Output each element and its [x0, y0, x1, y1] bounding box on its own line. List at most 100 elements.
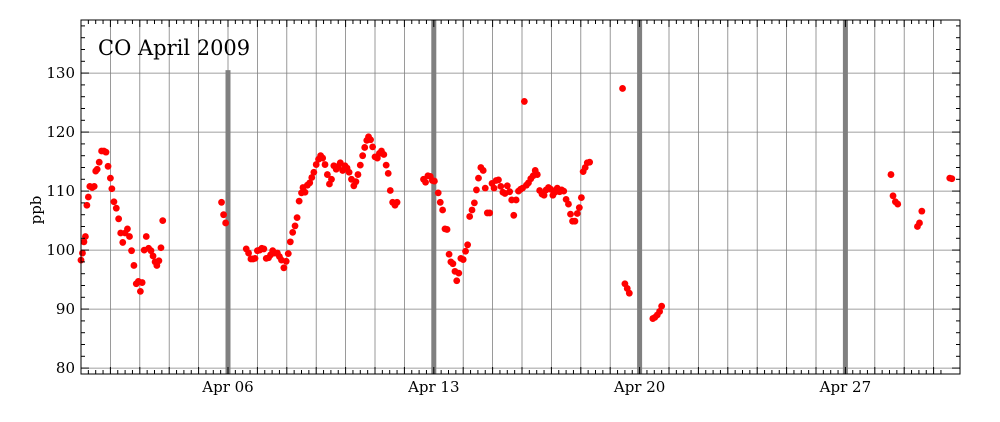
data-point [619, 85, 626, 92]
data-point [473, 186, 480, 194]
data-point [295, 197, 303, 205]
gap-bar [842, 20, 848, 374]
data-point [577, 194, 585, 201]
data-point [565, 200, 572, 208]
data-point [459, 256, 467, 263]
data-point [470, 199, 478, 207]
data-point [918, 207, 926, 215]
data-point [245, 249, 252, 257]
data-point [571, 217, 579, 225]
data-point [155, 257, 163, 265]
data-point [95, 158, 103, 166]
data-point [586, 158, 594, 166]
y-tick-label: 110 [46, 182, 75, 200]
data-point [567, 210, 574, 218]
data-point [321, 161, 329, 168]
data-point [486, 209, 494, 217]
data-point [80, 238, 88, 246]
data-point [119, 239, 127, 246]
data-point [422, 178, 429, 186]
data-point [286, 238, 294, 246]
data-point [323, 171, 331, 178]
y-tick-label: 100 [46, 241, 75, 259]
data-point [251, 254, 259, 262]
data-point [466, 213, 474, 220]
data-point [115, 215, 123, 223]
data-point [352, 178, 360, 186]
data-point [260, 245, 268, 253]
data-point [319, 154, 327, 162]
data-point [359, 152, 367, 160]
data-point [495, 176, 502, 184]
data-point [889, 192, 897, 200]
data-point [356, 161, 364, 169]
data-point [382, 161, 390, 169]
data-point [393, 198, 401, 206]
data-point [453, 277, 461, 285]
data-point [291, 222, 299, 230]
data-point [481, 184, 489, 192]
data-point [136, 288, 144, 295]
data-point [475, 174, 482, 182]
data-point [380, 151, 388, 158]
data-point [284, 250, 292, 258]
data-point [108, 185, 116, 193]
y-axis-label: ppb [27, 196, 45, 225]
data-point [367, 136, 374, 144]
data-point [102, 148, 110, 156]
data-point [128, 247, 135, 255]
data-point [533, 171, 541, 178]
chart-title: CO April 2009 [98, 36, 250, 60]
data-point [436, 198, 444, 206]
gap-bar [431, 20, 437, 374]
data-point [462, 247, 469, 255]
data-point [573, 210, 581, 217]
data-point [293, 214, 301, 222]
data-point [520, 98, 528, 105]
data-point [93, 165, 101, 173]
x-tick-label: Apr 13 [407, 378, 459, 396]
data-point [107, 174, 114, 182]
data-point [430, 177, 438, 185]
data-point [124, 225, 131, 233]
gap-bar [637, 20, 643, 374]
data-point [512, 196, 520, 204]
data-point [464, 241, 472, 249]
data-point [625, 289, 633, 297]
data-point [84, 193, 92, 201]
data-point [220, 211, 227, 219]
data-point [455, 269, 463, 277]
data-point [439, 206, 447, 214]
data-point [142, 233, 150, 240]
data-point [147, 247, 155, 255]
data-point [490, 184, 498, 192]
data-point [112, 204, 120, 212]
data-point [159, 217, 167, 225]
y-tick-label: 130 [46, 64, 75, 82]
grid-layer [80, 20, 960, 374]
data-point [157, 244, 165, 252]
data-point [510, 211, 518, 219]
data-point [386, 187, 394, 194]
data-point [289, 229, 297, 236]
data-point [130, 262, 138, 269]
y-tick-label: 120 [46, 123, 75, 141]
data-point [560, 187, 568, 195]
data-point [308, 174, 316, 181]
y-tick-label: 90 [56, 300, 75, 318]
data-point [384, 170, 392, 177]
plot-frame [80, 19, 961, 375]
data-point [361, 144, 369, 151]
x-tick-label: Apr 06 [201, 378, 253, 396]
data-point [434, 189, 442, 197]
axes: 80 90 100 110 120 130 Apr 06 Apr 13 Apr 20 Apr 27 [46, 20, 960, 396]
x-tick-label: Apr 27 [819, 378, 871, 396]
data-point [282, 257, 290, 265]
data-point [575, 204, 583, 212]
data-point [82, 233, 89, 240]
data-points [77, 85, 956, 322]
data-point [312, 161, 320, 168]
data-point [445, 250, 453, 258]
data-point [540, 191, 548, 199]
